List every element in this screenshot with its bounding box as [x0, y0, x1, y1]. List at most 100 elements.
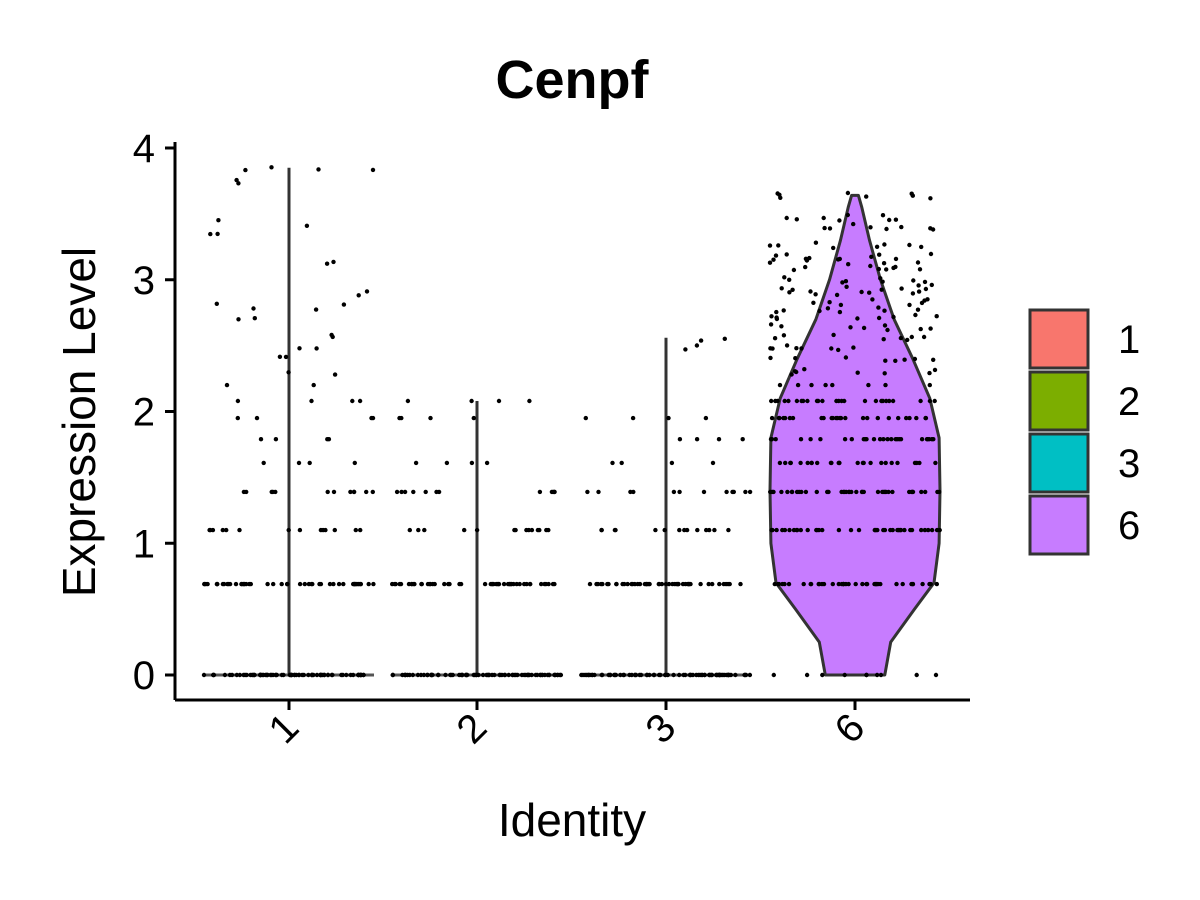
- data-point: [872, 527, 878, 533]
- data-point: [322, 672, 327, 678]
- data-point: [934, 581, 939, 587]
- data-point: [318, 527, 324, 533]
- data-point: [677, 672, 682, 678]
- data-point: [353, 527, 358, 533]
- data-point: [876, 305, 881, 310]
- data-point: [782, 398, 787, 404]
- data-point: [827, 226, 833, 231]
- data-point: [605, 581, 610, 587]
- data-point: [485, 672, 490, 678]
- data-point: [933, 460, 938, 466]
- data-point: [874, 672, 880, 678]
- data-point: [853, 581, 858, 587]
- data-point: [928, 581, 933, 587]
- legend-swatch-1: [1028, 308, 1090, 370]
- data-point: [768, 489, 773, 495]
- data-point: [779, 286, 784, 291]
- data-point: [866, 382, 871, 388]
- data-point: [507, 581, 512, 587]
- data-point: [913, 312, 918, 318]
- violins: [204, 167, 942, 677]
- data-point: [919, 300, 925, 306]
- data-point: [237, 527, 242, 533]
- data-point: [773, 398, 778, 404]
- data-point: [686, 581, 691, 587]
- data-point: [880, 279, 885, 284]
- data-point: [809, 460, 814, 466]
- data-point: [297, 672, 302, 678]
- data-point: [205, 581, 210, 587]
- data-point: [840, 280, 845, 285]
- data-point: [637, 672, 642, 678]
- data-point: [621, 672, 627, 678]
- data-point: [896, 415, 901, 421]
- data-point: [837, 256, 842, 262]
- data-point: [704, 527, 709, 533]
- data-point: [236, 181, 241, 186]
- data-point: [804, 672, 810, 678]
- data-point: [816, 527, 822, 533]
- data-point: [910, 193, 915, 198]
- data-point: [596, 489, 601, 495]
- data-point: [786, 581, 792, 587]
- data-point: [444, 460, 450, 466]
- data-point: [917, 460, 922, 466]
- data-point: [527, 398, 532, 404]
- data-point: [864, 672, 869, 678]
- data-point: [813, 292, 818, 297]
- data-point: [659, 581, 665, 587]
- data-point: [595, 581, 601, 587]
- data-point: [792, 369, 798, 374]
- data-point: [279, 672, 284, 678]
- data-point: [887, 217, 892, 223]
- data-point: [865, 415, 870, 421]
- data-point: [781, 308, 786, 313]
- data-point: [721, 581, 726, 587]
- data-point: [895, 460, 900, 466]
- data-point: [890, 398, 896, 404]
- data-point: [891, 314, 896, 320]
- data-point: [612, 527, 618, 533]
- data-point: [785, 489, 790, 495]
- data-point: [777, 382, 783, 388]
- data-point: [211, 672, 216, 678]
- data-point: [286, 370, 291, 375]
- data-point: [250, 672, 255, 678]
- data-point: [768, 346, 773, 351]
- data-point: [399, 489, 404, 495]
- data-point: [773, 253, 779, 258]
- data-point: [457, 672, 462, 678]
- data-point: [885, 437, 890, 442]
- data-point: [310, 581, 315, 587]
- data-point: [815, 460, 820, 466]
- legend-label: 3: [1118, 442, 1140, 486]
- data-point: [297, 346, 302, 351]
- data-point: [862, 398, 868, 404]
- data-point: [430, 581, 435, 587]
- data-point: [856, 527, 862, 533]
- data-point: [415, 672, 421, 678]
- data-point: [929, 527, 935, 533]
- data-point: [497, 672, 503, 678]
- data-point: [344, 672, 349, 678]
- data-point: [325, 672, 331, 678]
- data-point: [631, 489, 636, 495]
- data-point: [890, 489, 895, 495]
- data-point: [790, 287, 795, 292]
- data-point: [406, 581, 412, 587]
- data-point: [902, 357, 907, 362]
- data-point: [269, 165, 274, 170]
- data-point: [808, 289, 813, 294]
- data-point: [358, 527, 363, 533]
- data-point: [834, 398, 839, 404]
- data-point: [849, 437, 854, 442]
- data-point: [233, 581, 239, 587]
- data-point: [767, 243, 773, 248]
- data-point: [777, 460, 783, 466]
- data-point: [841, 489, 847, 495]
- data-point: [681, 672, 686, 678]
- data-point: [236, 317, 241, 322]
- x-axis: 1 2 3 6: [175, 698, 970, 752]
- data-point: [774, 315, 779, 320]
